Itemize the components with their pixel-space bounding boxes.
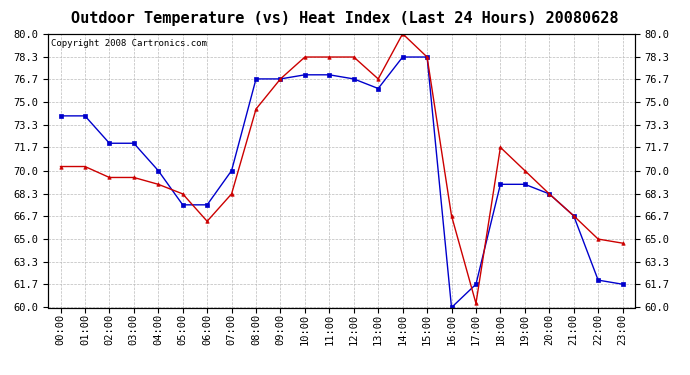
- Text: Copyright 2008 Cartronics.com: Copyright 2008 Cartronics.com: [51, 39, 207, 48]
- Text: Outdoor Temperature (vs) Heat Index (Last 24 Hours) 20080628: Outdoor Temperature (vs) Heat Index (Las…: [71, 11, 619, 26]
